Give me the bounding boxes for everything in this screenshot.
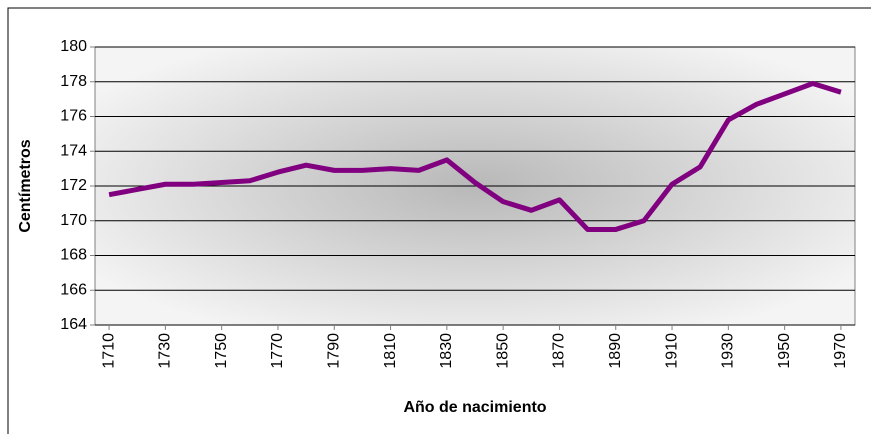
x-tick-label: 1930 xyxy=(720,333,737,369)
x-tick-label: 1770 xyxy=(269,333,286,369)
x-tick-label: 1710 xyxy=(100,333,117,369)
y-tick-label: 180 xyxy=(60,38,87,55)
chart-border xyxy=(7,7,871,434)
y-tick-label: 168 xyxy=(60,247,87,264)
y-tick-label: 174 xyxy=(60,142,87,159)
x-tick-label: 1870 xyxy=(551,333,568,369)
y-tick-label: 176 xyxy=(60,108,87,125)
x-tick-label: 1910 xyxy=(663,333,680,369)
y-tick-label: 172 xyxy=(60,177,87,194)
y-axis-label: Centímetros xyxy=(17,139,34,232)
x-tick-label: 1970 xyxy=(832,333,849,369)
y-tick-label: 178 xyxy=(60,73,87,90)
x-tick-label: 1790 xyxy=(325,333,342,369)
x-tick-label: 1890 xyxy=(607,333,624,369)
x-axis-label: Año de nacimiento xyxy=(403,399,546,416)
x-tick-label: 1850 xyxy=(494,333,511,369)
x-tick-label: 1950 xyxy=(776,333,793,369)
y-tick-label: 164 xyxy=(60,316,87,333)
y-tick-label: 170 xyxy=(60,212,87,229)
y-tick-label: 166 xyxy=(60,281,87,298)
x-tick-label: 1830 xyxy=(438,333,455,369)
x-tick-label: 1750 xyxy=(213,333,230,369)
x-tick-label: 1810 xyxy=(382,333,399,369)
x-tick-label: 1730 xyxy=(157,333,174,369)
line-series xyxy=(108,80,842,232)
